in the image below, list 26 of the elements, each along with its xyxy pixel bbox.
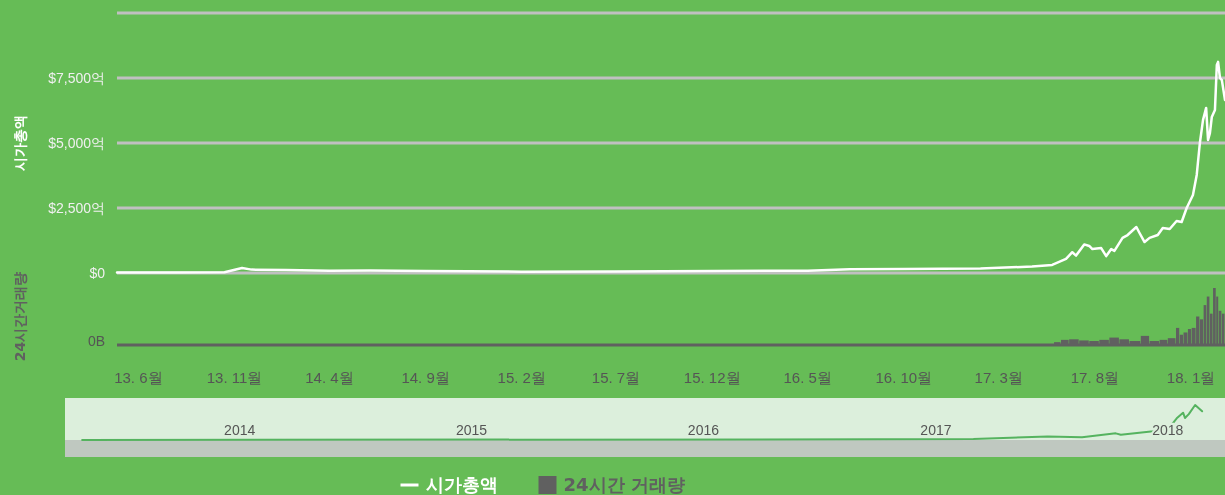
x-tick-label: 2017 — [920, 421, 952, 438]
y-tick-label: $0 — [89, 264, 106, 281]
x-tick-label: 13. 11월 — [206, 369, 263, 387]
x-tick-label: 13. 6월 — [114, 369, 163, 387]
x-tick-label: 17. 3월 — [974, 369, 1023, 387]
legend-label: 시가총액 — [425, 474, 498, 495]
y-axis-title: 시가총액 — [11, 115, 28, 171]
x-tick-label: 16. 10월 — [875, 369, 933, 387]
y-tick-label: $7,500억 — [48, 69, 105, 86]
line-series — [115, 60, 1225, 274]
x-tick-label: 2014 — [224, 421, 256, 438]
x-tick-label: 15. 2월 — [497, 369, 546, 387]
x-tick-label: 17. 8월 — [1070, 369, 1120, 387]
x-tick-label: 14. 4월 — [305, 369, 354, 387]
legend-label: 24시간 거래량 — [563, 474, 685, 495]
y-tick-label: $2,500억 — [48, 199, 105, 216]
y-axis-title: 24시간거래량 — [11, 271, 28, 362]
x-tick-label: 16. 5월 — [783, 369, 832, 387]
y-tick-label: $5,000억 — [48, 134, 105, 151]
x-tick-label: 2015 — [455, 421, 488, 438]
x-tick-label: 2016 — [687, 421, 720, 438]
x-tick-label: 18. 1월 — [1166, 369, 1216, 387]
x-tick-label: 15. 12월 — [683, 369, 741, 387]
text: 0B — [87, 332, 105, 349]
x-tick-label: 15. 7월 — [591, 369, 641, 387]
x-tick-label: 14. 9월 — [401, 369, 450, 387]
